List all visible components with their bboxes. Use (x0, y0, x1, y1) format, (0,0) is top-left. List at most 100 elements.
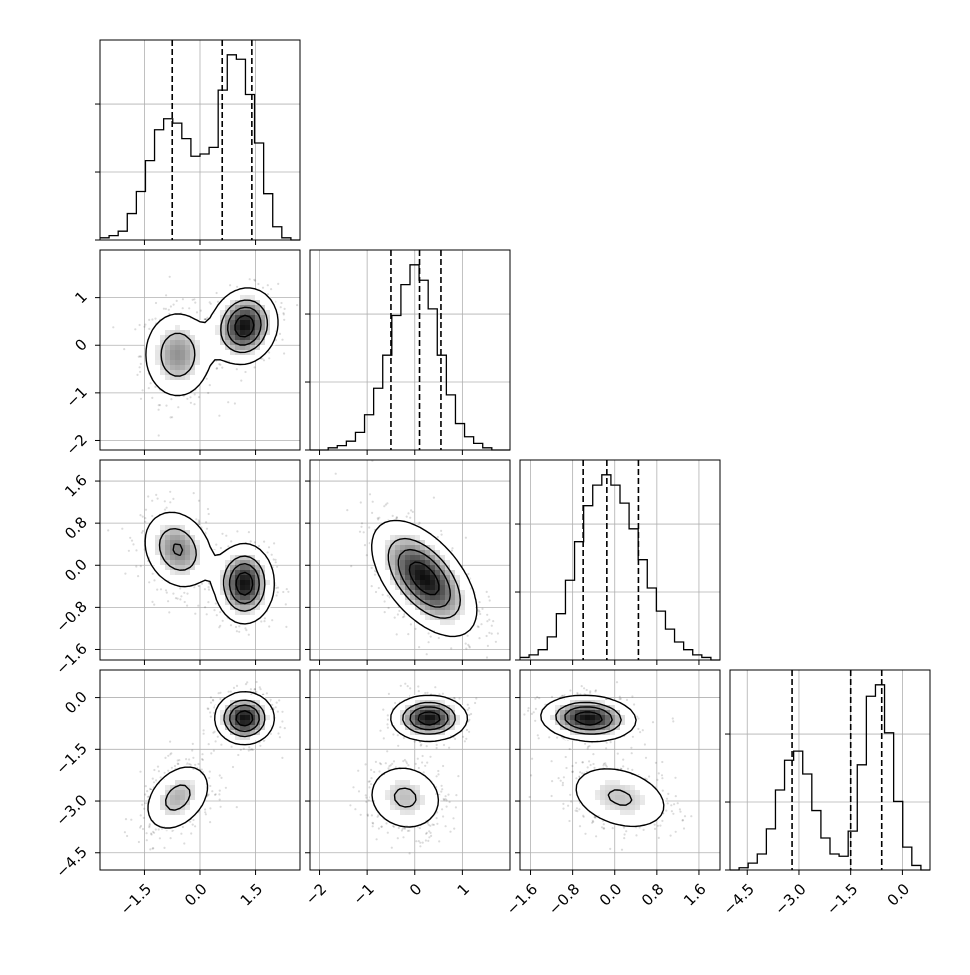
scatter-point (375, 591, 377, 593)
scatter-point (209, 384, 211, 386)
scatter-point (236, 806, 238, 808)
density-cell (260, 605, 265, 610)
density-cell (240, 690, 245, 695)
y-tick-label: −0.8 (52, 597, 90, 635)
density-cell (220, 345, 225, 350)
density-cell (225, 700, 230, 705)
density-cell (165, 535, 170, 540)
scatter-point (410, 509, 412, 511)
density-cell (250, 560, 255, 565)
scatter-point (252, 749, 254, 751)
density-cell (210, 320, 215, 325)
scatter-point (414, 628, 416, 630)
scatter-point (262, 287, 264, 289)
density-cell (455, 570, 460, 575)
scatter-point (152, 848, 154, 850)
density-cell (195, 365, 200, 370)
scatter-point (273, 558, 275, 560)
density-cell (165, 540, 170, 545)
density-cell (190, 785, 195, 790)
density-cell (155, 535, 160, 540)
density-cell (175, 385, 180, 390)
density-cell (205, 325, 210, 330)
density-cell (200, 340, 205, 345)
density-cell (195, 330, 200, 335)
density-cell (175, 345, 180, 350)
scatter-point (428, 632, 430, 634)
density-cell (410, 610, 415, 615)
density-cell (150, 345, 155, 350)
scatter-point (273, 542, 275, 544)
density-cell (235, 345, 240, 350)
density-cell (410, 585, 415, 590)
scatter-point (198, 500, 200, 502)
scatter-point (254, 541, 256, 543)
y-tick-label: 0.0 (61, 688, 91, 718)
density-cell (190, 325, 195, 330)
scatter-point (143, 817, 145, 819)
scatter-point (149, 823, 151, 825)
scatter-point (167, 770, 169, 772)
scatter-point (236, 630, 238, 632)
density-cell (185, 540, 190, 545)
density-cell (200, 355, 205, 360)
density-cell (415, 615, 420, 620)
density-cell (265, 300, 270, 305)
scatter-point (361, 522, 363, 524)
scatter-point (218, 793, 220, 795)
panel-2-1 (305, 460, 510, 665)
density-cell (195, 570, 200, 575)
scatter-point (188, 307, 190, 309)
density-cell (190, 550, 195, 555)
density-cell (170, 365, 175, 370)
density-cell (215, 575, 220, 580)
density-cell (195, 780, 200, 785)
density-cell (175, 325, 180, 330)
density-cell (170, 520, 175, 525)
density-cell (150, 810, 155, 815)
density-cell (195, 575, 200, 580)
density-cell (455, 615, 460, 620)
scatter-point (397, 837, 399, 839)
scatter-point (153, 769, 155, 771)
density-cell (245, 545, 250, 550)
density-cell (190, 525, 195, 530)
scatter-point (204, 606, 206, 608)
scatter-point (112, 326, 114, 328)
density-cell (435, 625, 440, 630)
scatter-point (440, 530, 442, 532)
density-cell (420, 570, 425, 575)
density-cell (440, 585, 445, 590)
density-cell (170, 775, 175, 780)
scatter-point (152, 573, 154, 575)
density-cell (200, 330, 205, 335)
scatter-point (193, 403, 195, 405)
scatter-point (271, 554, 273, 556)
density-cell (245, 345, 250, 350)
scatter-point (143, 808, 145, 810)
scatter-point (197, 605, 199, 607)
density-cell (235, 325, 240, 330)
density-cell (180, 575, 185, 580)
density-cell (155, 815, 160, 820)
density-cell (215, 570, 220, 575)
scatter-point (237, 754, 239, 756)
density-cell (240, 605, 245, 610)
scatter-point (217, 736, 219, 738)
density-cell (200, 335, 205, 340)
scatter-point (254, 688, 256, 690)
scatter-point (487, 645, 489, 647)
scatter-point (135, 549, 137, 551)
density-cell (150, 535, 155, 540)
density-cell (230, 715, 235, 720)
density-cell (390, 535, 395, 540)
density-cell (210, 350, 215, 355)
density-cell (270, 310, 275, 315)
density-cell (195, 560, 200, 565)
scatter-point (158, 434, 160, 436)
scatter-point (140, 565, 142, 567)
scatter-point (230, 691, 232, 693)
density-cell (190, 320, 195, 325)
scatter-point (149, 848, 151, 850)
density-cell (230, 295, 235, 300)
